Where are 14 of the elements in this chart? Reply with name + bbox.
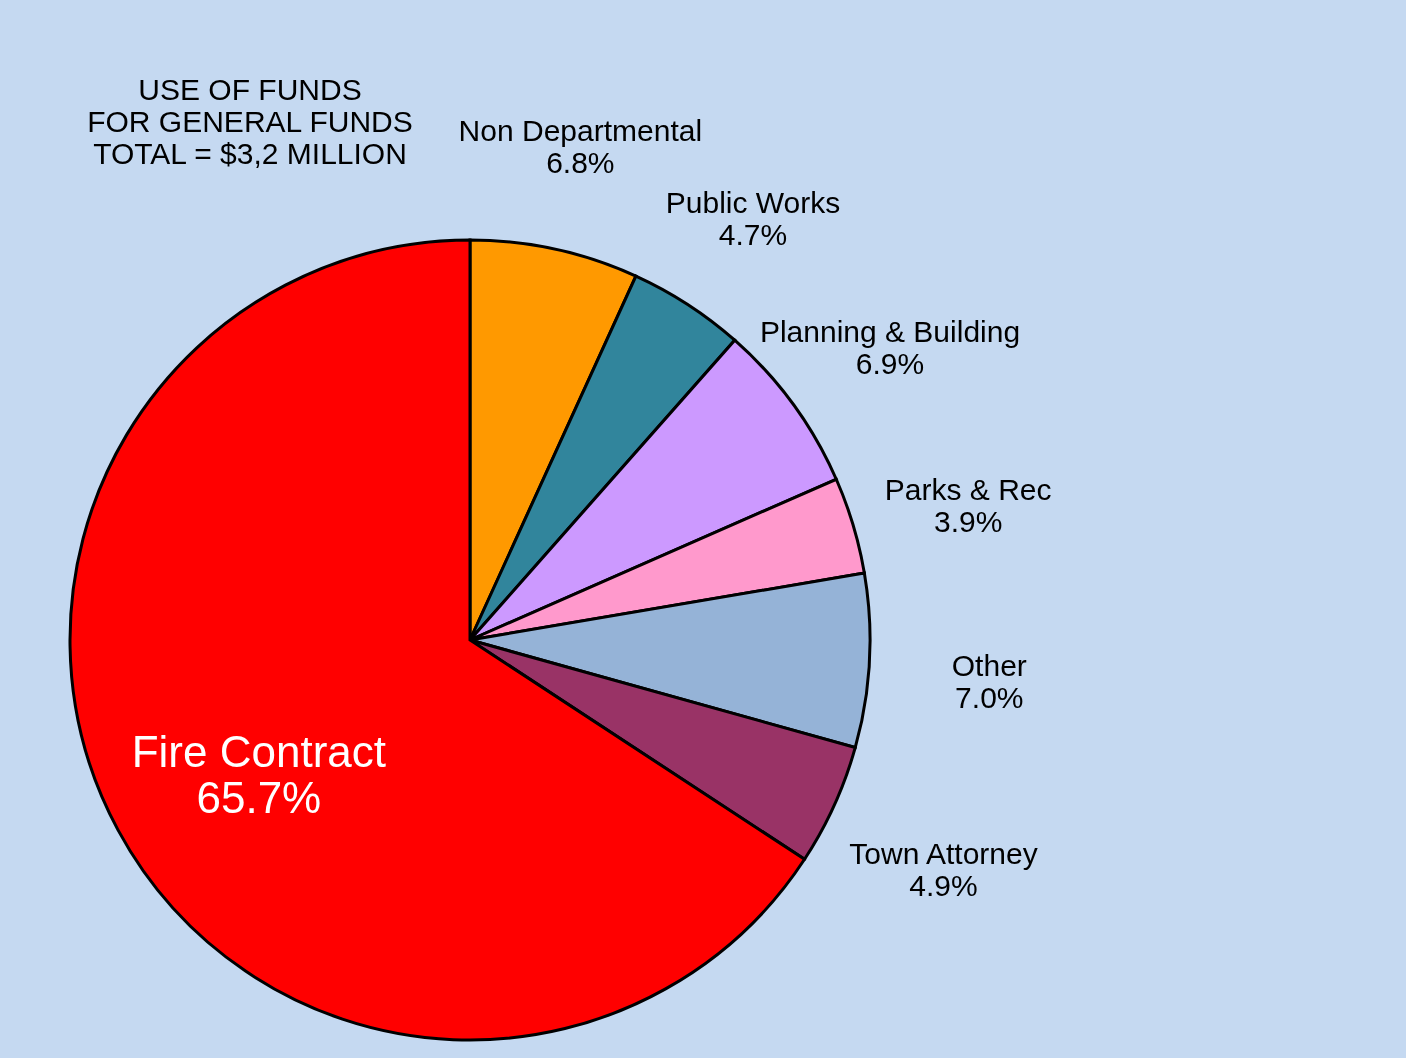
data-label: 7.0% (955, 680, 1024, 714)
slice-label: Other (951, 648, 1027, 682)
slice-label: Non Departmental (458, 113, 703, 147)
text: FOR GENERAL FUNDS (87, 105, 413, 138)
data-label: 3.9% (933, 504, 1003, 538)
text: USE OF FUNDS (138, 73, 362, 106)
data-label: 6.9% (855, 347, 925, 381)
slice-label: Parks & Rec (884, 472, 1052, 506)
text: TOTAL = $3,2 MILLION (93, 137, 407, 170)
data-label: 4.7% (718, 217, 788, 251)
slice-label: Public Works (665, 185, 841, 219)
slice-label: Town Attorney (849, 836, 1038, 870)
data-label: 4.9% (909, 868, 978, 902)
slice-label: Planning & Building (759, 315, 1021, 349)
